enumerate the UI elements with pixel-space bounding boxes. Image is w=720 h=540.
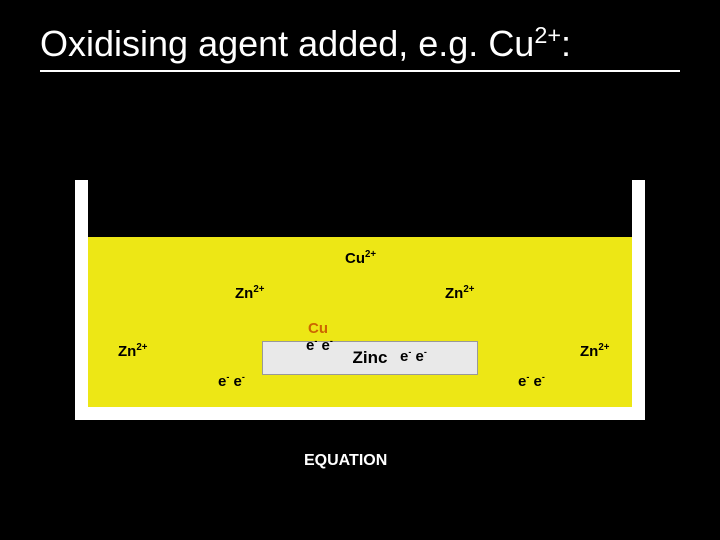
e-sup: -: [408, 347, 411, 357]
ion-zn-mid-left: Zn2+: [235, 285, 264, 302]
zinc-bar-label: Zinc: [353, 348, 388, 368]
electron-pair-bar-right: e- e-: [400, 348, 427, 365]
beaker: [75, 180, 645, 420]
electron-pair-below-left: e- e-: [218, 373, 245, 390]
ion-cu-top: Cu2+: [345, 250, 376, 267]
e-sup: -: [314, 336, 317, 346]
ion-super: 2+: [463, 284, 474, 295]
ion-super: 2+: [365, 249, 376, 260]
title-prefix: Oxidising agent added, e.g. Cu: [40, 23, 534, 64]
equation-label: EQUATION: [304, 452, 387, 470]
ion-base: Zn: [235, 285, 253, 302]
beaker-wall-left: [75, 180, 88, 420]
ion-base: Zn: [580, 343, 598, 360]
e-base: e: [534, 373, 542, 390]
ion-super: 2+: [253, 284, 264, 295]
cu-deposit-label: Cu: [308, 320, 328, 337]
e-sup: -: [242, 372, 245, 382]
e-base: e: [234, 373, 242, 390]
electron-pair-bar-left: e- e-: [306, 337, 333, 354]
slide: Oxidising agent added, e.g. Cu2+: Cu2+ Z…: [0, 0, 720, 540]
e-base: e: [416, 348, 424, 365]
e-sup: -: [542, 372, 545, 382]
e-sup: -: [330, 336, 333, 346]
ion-zn-low-right: Zn2+: [580, 343, 609, 360]
ion-super: 2+: [136, 342, 147, 353]
beaker-bottom: [75, 407, 645, 420]
e-sup: -: [526, 372, 529, 382]
title-super: 2+: [534, 22, 561, 48]
e-sup: -: [226, 372, 229, 382]
ion-base: Zn: [118, 343, 136, 360]
electron-pair-below-right: e- e-: [518, 373, 545, 390]
cu-deposit-text: Cu: [308, 320, 328, 337]
title-suffix: :: [561, 23, 571, 64]
ion-base: Zn: [445, 285, 463, 302]
equation-text: EQUATION: [304, 452, 387, 469]
ion-zn-low-left: Zn2+: [118, 343, 147, 360]
ion-zn-mid-right: Zn2+: [445, 285, 474, 302]
title-underline: [40, 70, 680, 72]
e-sup: -: [424, 347, 427, 357]
ion-base: Cu: [345, 250, 365, 267]
ion-super: 2+: [598, 342, 609, 353]
zinc-bar: Zinc: [262, 341, 478, 375]
e-base: e: [322, 337, 330, 354]
slide-title: Oxidising agent added, e.g. Cu2+:: [40, 22, 571, 65]
beaker-wall-right: [632, 180, 645, 420]
